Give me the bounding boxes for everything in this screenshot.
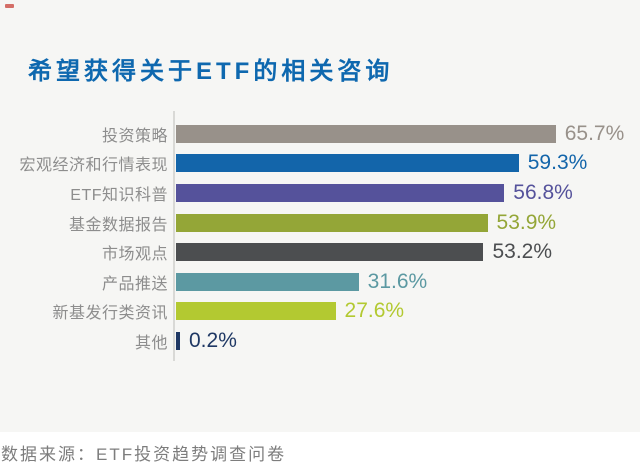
bar-row: 投资策略 65.7% (0, 119, 640, 149)
value-label: 27.6% (344, 299, 405, 323)
value-label: 56.8% (513, 180, 573, 204)
chart-title: 希望获得关于ETF的相关咨询 (28, 58, 394, 85)
bar-chart: 投资策略 65.7% 宏观经济和行情表现 59.3% ETF知识科普 56.8% 基金数据报… (0, 119, 640, 356)
category-label: 其他 (134, 334, 168, 352)
bar-row: 其他 0.2% (0, 326, 640, 356)
value-label: 53.9% (496, 210, 557, 234)
value-label: 0.2% (189, 328, 237, 352)
bar-segment (176, 213, 488, 232)
category-label: 投资策略 (101, 127, 168, 145)
value-label: 31.6% (367, 269, 428, 293)
bar-segment (176, 183, 505, 202)
bar-segment (176, 302, 336, 321)
bar-track: 27.6% (176, 297, 640, 327)
bar-track: 31.6% (176, 267, 640, 297)
category-label: 基金数据报告 (68, 216, 168, 234)
bar-track: 0.2% (176, 326, 640, 356)
y-axis-line (173, 111, 175, 361)
value-label: 65.7% (564, 121, 625, 145)
category-label: 新基发行类资讯 (52, 305, 168, 323)
bar-track: 65.7% (176, 119, 640, 149)
bar-row: ETF知识科普 56.8% (0, 178, 640, 208)
bar-track: 53.9% (176, 208, 640, 238)
bar-segment (176, 243, 484, 262)
bar-segment (176, 272, 359, 291)
bar-segment (176, 331, 180, 350)
bar-row: 产品推送 31.6% (0, 267, 640, 297)
bar-track: 59.3% (176, 149, 640, 179)
bar-row: 新基发行类资讯 27.6% (0, 297, 640, 327)
category-label: 产品推送 (101, 275, 168, 293)
bar-segment (176, 154, 519, 173)
value-label: 53.2% (492, 240, 553, 264)
bar-track: 56.8% (176, 178, 640, 208)
category-label: 市场观点 (101, 246, 168, 264)
value-label: 59.3% (527, 151, 588, 175)
category-label: 宏观经济和行情表现 (19, 157, 168, 175)
category-label: ETF知识科普 (70, 186, 168, 204)
bar-row: 基金数据报告 53.9% (0, 208, 640, 238)
top-left-red-mark (5, 4, 14, 8)
bar-row: 宏观经济和行情表现 59.3% (0, 149, 640, 179)
data-source-caption: 数据来源：ETF投资趋势调查问卷 (1, 445, 287, 464)
bar-track: 53.2% (176, 237, 640, 267)
bar-segment (176, 124, 556, 143)
bar-row: 市场观点 53.2% (0, 237, 640, 267)
